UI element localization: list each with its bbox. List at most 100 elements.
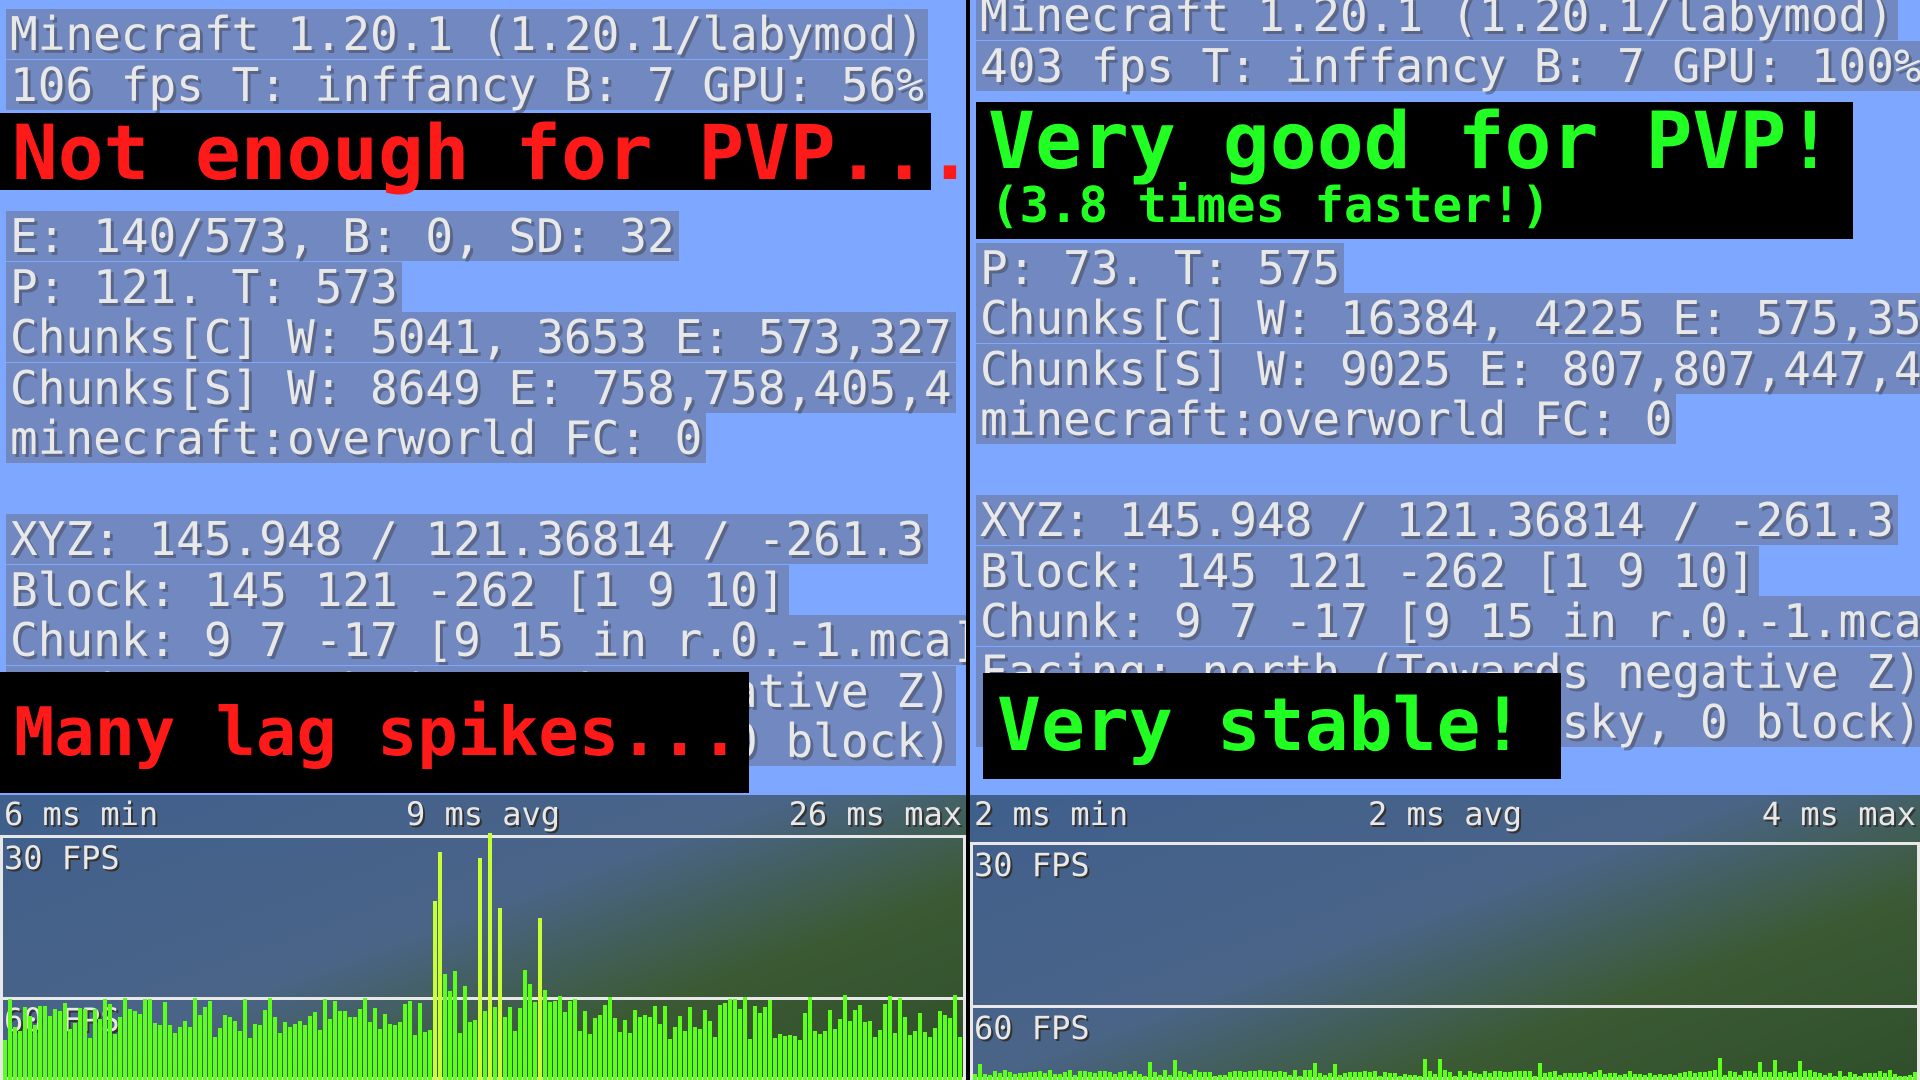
frame-bar xyxy=(1123,1070,1127,1080)
frame-graph: 2 ms min 2 ms avg 4 ms max 30 FPS 60 FPS xyxy=(970,795,1920,1080)
frame-bar xyxy=(313,1012,317,1080)
fps30-label: 30 FPS xyxy=(4,839,120,877)
frame-bar xyxy=(1083,1070,1087,1080)
frame-bar xyxy=(1363,1071,1367,1080)
frame-bar xyxy=(1598,1070,1602,1080)
frame-bar xyxy=(548,1001,552,1080)
frame-bar xyxy=(1908,1075,1912,1080)
frame-bar xyxy=(58,1011,62,1080)
frame-bar xyxy=(823,1030,827,1080)
frame-bar xyxy=(1633,1073,1637,1080)
frame-bar xyxy=(648,1017,652,1080)
frame-bar xyxy=(293,1023,297,1080)
frame-bar xyxy=(1588,1074,1592,1080)
frame-bar xyxy=(568,1000,572,1080)
frame-bar xyxy=(268,998,272,1080)
frame-bar xyxy=(1593,1072,1597,1080)
frame-bar xyxy=(1798,1061,1802,1080)
frame-bar xyxy=(1253,1071,1257,1080)
frame-bar xyxy=(903,1017,907,1080)
frame-bar xyxy=(273,1016,277,1080)
frame-bar xyxy=(448,990,452,1080)
frame-bar xyxy=(883,1003,887,1080)
stability-text: Many lag spikes... xyxy=(14,693,741,771)
frame-bar xyxy=(788,1035,792,1080)
frame-bar xyxy=(283,1021,287,1080)
frame-bar xyxy=(913,1030,917,1080)
frame-bar xyxy=(1128,1073,1132,1080)
frame-bar xyxy=(1383,1072,1387,1080)
frame-bar xyxy=(118,1016,122,1080)
frame-bar xyxy=(1913,1072,1917,1080)
frame-bar xyxy=(628,1032,632,1080)
fps60-line xyxy=(0,997,966,1000)
frame-bar xyxy=(808,997,812,1080)
frame-bar xyxy=(1843,1075,1847,1080)
frame-bar xyxy=(643,1014,647,1080)
frame-bar xyxy=(1118,1072,1122,1080)
frame-bar xyxy=(958,1036,962,1080)
frame-bar xyxy=(1448,1072,1452,1080)
frame-bar xyxy=(1563,1073,1567,1080)
frame-bar xyxy=(1378,1075,1382,1080)
frame-bar xyxy=(1763,1071,1767,1080)
frame-bar xyxy=(128,1009,132,1080)
frame-bar xyxy=(1898,1075,1902,1080)
frame-bar xyxy=(218,1027,222,1080)
frame-bar xyxy=(93,1009,97,1080)
frame-bar xyxy=(1328,1073,1332,1080)
frame-bar xyxy=(1373,1071,1377,1080)
min-label: 6 ms min xyxy=(4,795,159,833)
frame-bar xyxy=(1818,1072,1822,1080)
frame-bar xyxy=(8,998,12,1080)
frame-bar xyxy=(163,1002,167,1080)
frame-bar xyxy=(1758,1062,1762,1080)
frame-bar xyxy=(828,1009,832,1080)
frame-bar xyxy=(1893,1073,1897,1080)
frame-bar xyxy=(713,1036,717,1080)
frame-bar xyxy=(1883,1073,1887,1080)
frame-bar xyxy=(1903,1075,1907,1080)
frame-bar xyxy=(1228,1072,1232,1080)
frame-bar xyxy=(1783,1070,1787,1080)
frame-bar xyxy=(1088,1072,1092,1080)
frame-bar xyxy=(263,1010,267,1080)
debug-panel: Minecraft 1.20.1 (1.20.1/labymod) 106 fps… xyxy=(0,0,966,1080)
frame-bar xyxy=(98,1018,102,1080)
frame-bar xyxy=(1488,1073,1492,1080)
frame-bar xyxy=(368,1022,372,1080)
frame-bar xyxy=(63,1003,67,1080)
frame-bar xyxy=(1493,1071,1497,1080)
frame-bar xyxy=(473,1019,477,1080)
frame-bar xyxy=(1703,1072,1707,1080)
frame-bar xyxy=(143,998,147,1080)
frame-bar xyxy=(1008,1072,1012,1080)
frame-bar xyxy=(1668,1074,1672,1080)
frame-bar xyxy=(593,1017,597,1080)
frame-bar xyxy=(1613,1072,1617,1080)
frame-bar xyxy=(1728,1070,1732,1080)
frame-bar xyxy=(1468,1071,1472,1080)
frame-bar xyxy=(23,1007,27,1080)
frame-bar xyxy=(1138,1074,1142,1080)
frame-bar xyxy=(1038,1070,1042,1080)
frame-bar xyxy=(988,1074,992,1080)
frame-bar xyxy=(393,1025,397,1080)
frame-bar xyxy=(33,1025,37,1080)
frame-bar xyxy=(1368,1071,1372,1080)
max-label: 26 ms max xyxy=(788,795,962,833)
frame-bar xyxy=(1538,1062,1542,1080)
frame-bar xyxy=(1178,1071,1182,1080)
frame-bar xyxy=(1048,1070,1052,1080)
frame-bar xyxy=(1688,1071,1692,1080)
frame-bar xyxy=(413,1035,417,1080)
frame-bar xyxy=(1683,1072,1687,1080)
frame-bar xyxy=(1143,1076,1147,1080)
verdict-title: Very good for PVP! xyxy=(988,97,1834,187)
frame-bar xyxy=(88,1037,92,1080)
frame-bar xyxy=(3,1040,7,1080)
frame-bar xyxy=(348,1016,352,1080)
frame-bar xyxy=(1623,1074,1627,1080)
debug-line: P: 73. T: 575 xyxy=(976,242,1345,293)
